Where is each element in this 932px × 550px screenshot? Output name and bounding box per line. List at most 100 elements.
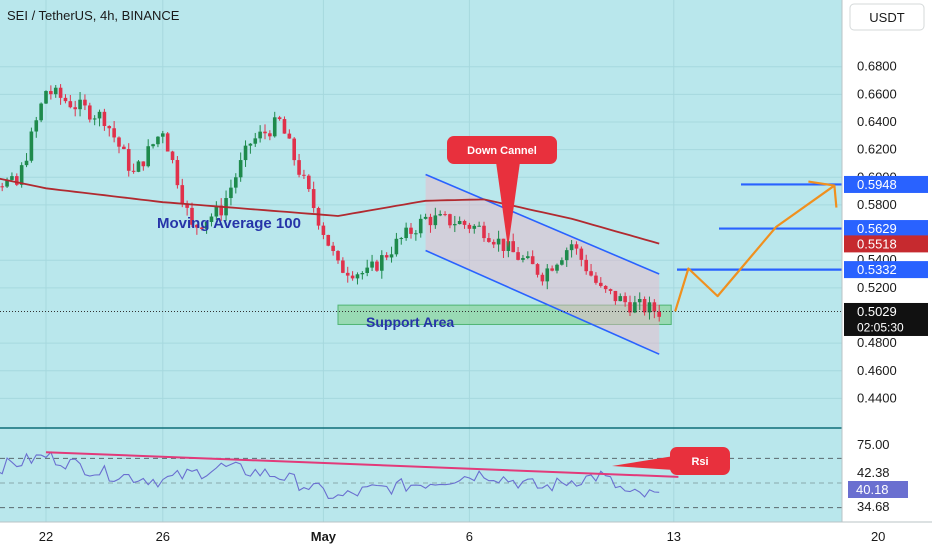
rsi-current-value: 40.18	[856, 482, 889, 497]
candle-body	[633, 302, 637, 313]
candle-body	[535, 264, 540, 275]
candle-body	[204, 221, 209, 229]
candle-body	[180, 185, 185, 204]
chart-title: SEI / TetherUS, 4h, BINANCE	[7, 8, 180, 23]
candle-body	[136, 161, 141, 172]
candle-body	[516, 252, 520, 260]
time-tick-label: 6	[466, 529, 473, 544]
time-tick-label: 26	[156, 529, 170, 544]
currency-button[interactable]: USDT	[849, 3, 925, 31]
rsi-tick-label: 34.68	[857, 499, 890, 514]
candle-body	[199, 227, 204, 229]
candle-body	[73, 107, 77, 110]
candle-body	[122, 146, 126, 150]
candle-body	[414, 233, 418, 235]
candle-body	[15, 176, 19, 185]
candle-body	[68, 101, 73, 108]
candle-body	[151, 144, 155, 147]
candle-body	[302, 174, 306, 176]
candle-body	[331, 245, 335, 252]
candle-body	[418, 218, 423, 234]
candle-body	[487, 238, 491, 242]
candle-body	[277, 117, 282, 120]
candle-body	[102, 111, 107, 127]
price-tick-label: 0.5200	[857, 280, 897, 295]
candle-body	[404, 227, 408, 239]
candle-body	[272, 117, 277, 137]
candle-body	[448, 214, 452, 226]
price-tick-label: 0.4600	[857, 363, 897, 378]
candle-body	[564, 250, 569, 261]
candle-body	[618, 296, 623, 302]
rsi-trendline	[45, 451, 679, 478]
candle-body	[141, 161, 146, 167]
rsi-tick-label: 75.00	[857, 437, 890, 452]
candle-body	[443, 214, 447, 216]
candle-body	[83, 99, 87, 106]
candle-body	[5, 179, 9, 187]
candle-body	[555, 264, 559, 271]
candle-body	[117, 137, 121, 147]
candle-body	[263, 131, 267, 134]
rsi-line	[0, 451, 660, 499]
candle-body	[438, 214, 442, 216]
price-level-tag-label: 0.5948	[857, 177, 897, 192]
support-area-box	[337, 304, 672, 325]
candle-body	[579, 248, 584, 260]
candle-body	[569, 244, 574, 251]
candle-body	[550, 268, 554, 271]
candle-body	[453, 224, 457, 226]
candle-body	[350, 275, 355, 279]
candle-body	[341, 260, 345, 273]
currency-button-box[interactable]	[849, 3, 925, 31]
candle-body	[608, 289, 613, 291]
candle-body	[97, 111, 102, 119]
candle-body	[428, 216, 433, 226]
time-tick-label: 13	[667, 529, 681, 544]
candle-body	[156, 136, 160, 145]
candle-body	[511, 241, 515, 253]
candle-body	[185, 203, 189, 208]
candle-body	[477, 225, 481, 227]
candle-body	[297, 160, 301, 175]
candle-body	[78, 99, 82, 110]
candle-body	[161, 133, 165, 137]
candlestick-series	[0, 84, 661, 322]
candle-body	[19, 165, 24, 185]
price-level-tag	[844, 175, 928, 193]
candle-body	[10, 176, 14, 180]
moving-average-100-line	[0, 177, 660, 245]
candle-body	[238, 160, 243, 178]
candle-body	[599, 282, 603, 286]
price-tick-label: 0.5800	[857, 197, 897, 212]
candle-body	[107, 126, 112, 129]
candle-body	[282, 119, 287, 134]
candle-body	[355, 274, 360, 279]
candle-body	[457, 220, 462, 225]
candle-body	[175, 160, 180, 186]
currency-button-label[interactable]: USDT	[869, 10, 904, 25]
time-tick-label: 20	[871, 529, 885, 544]
candle-body	[258, 131, 262, 139]
candle-body	[506, 241, 511, 251]
time-axis	[0, 522, 932, 550]
price-level-tag-label: 0.5629	[857, 221, 897, 236]
candle-body	[214, 205, 219, 217]
candle-body	[360, 273, 365, 275]
price-tick-label: 0.6400	[857, 114, 897, 129]
rsi-label-text: Rsi	[691, 456, 708, 468]
candle-body	[316, 208, 321, 226]
candle-body	[0, 186, 4, 188]
down-channel-lower-line	[425, 249, 660, 355]
rsi-label: Rsi	[612, 447, 730, 475]
price-level-tag-label: 0.5332	[857, 262, 897, 277]
candle-body	[628, 302, 632, 313]
candle-body	[229, 187, 233, 199]
rsi-current-tag	[848, 481, 908, 498]
candle-body	[530, 256, 535, 265]
candle-body	[248, 143, 253, 146]
time-tick-label: 22	[39, 529, 53, 544]
candle-body	[375, 261, 379, 271]
